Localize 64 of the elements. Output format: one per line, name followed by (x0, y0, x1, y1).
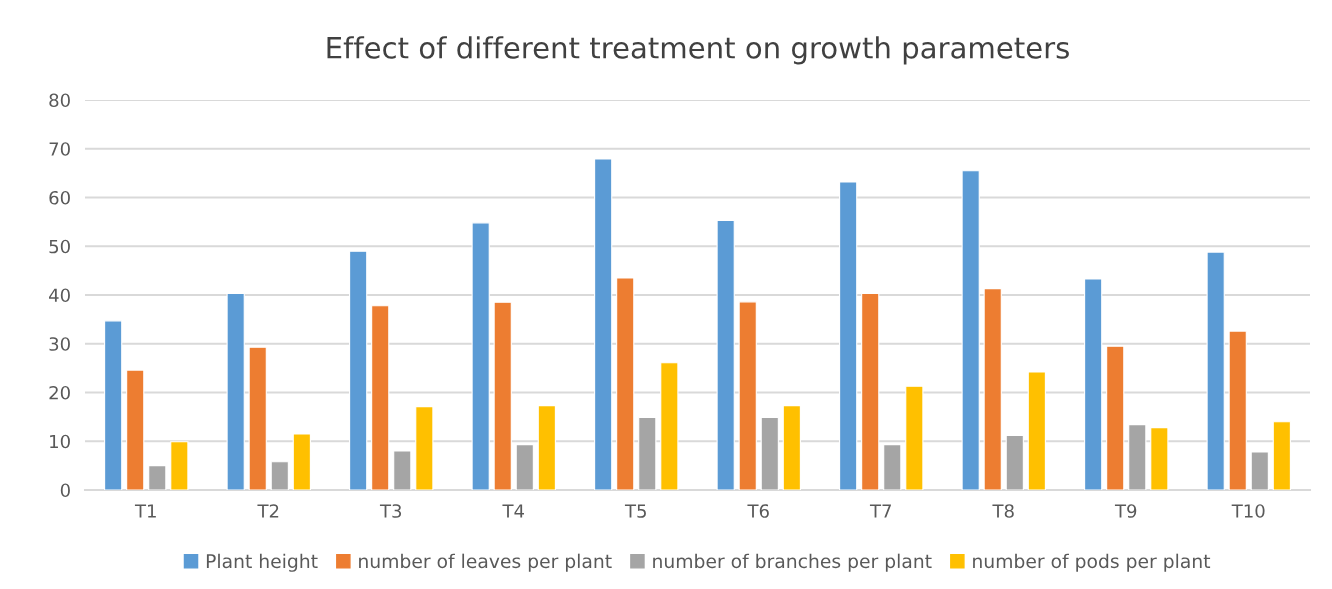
bar (839, 181, 858, 490)
bar (616, 277, 635, 490)
x-tick-label: T5 (624, 504, 646, 518)
bar (1206, 251, 1225, 490)
bar (292, 433, 311, 490)
x-tick-label: T4 (502, 504, 524, 518)
x-tick-label: T9 (1114, 504, 1137, 518)
bar (905, 385, 924, 490)
x-tick-label: T1 (134, 504, 156, 518)
bar (883, 444, 902, 490)
bar (393, 450, 412, 490)
y-tick-label: 10 (50, 434, 70, 449)
y-tick-label: 60 (49, 190, 70, 205)
bar (738, 301, 757, 490)
bar (861, 292, 880, 490)
bar (1150, 427, 1169, 490)
bar (594, 158, 613, 490)
y-tick-label: 40 (49, 288, 70, 303)
bar (983, 288, 1002, 490)
bar (1106, 345, 1125, 490)
legend-label: number of pods per plant (973, 553, 1211, 572)
x-tick-label: T2 (257, 504, 279, 518)
bar (660, 362, 679, 490)
bar (226, 292, 245, 490)
y-tick-label: 0 (60, 483, 70, 498)
bar (1005, 434, 1024, 490)
bar (471, 222, 490, 490)
bar (270, 461, 289, 490)
bar (371, 305, 390, 490)
x-tick-label: T6 (747, 504, 769, 518)
bar (716, 219, 735, 490)
bar (248, 346, 267, 490)
legend-label: Plant height (206, 553, 318, 572)
bar (638, 416, 657, 490)
bar (415, 406, 434, 490)
x-tick-label: T3 (379, 504, 402, 518)
legend-label: number of branches per plant (653, 553, 932, 572)
bar (493, 301, 512, 490)
x-tick-label: T10 (1231, 504, 1265, 518)
chart-title: Effect of different treatment on growth parameters (327, 36, 1069, 65)
bar (349, 250, 368, 490)
y-tick-label: 70 (49, 142, 70, 156)
bar (1027, 371, 1046, 490)
bar (170, 441, 189, 490)
y-tick-label: 50 (49, 239, 70, 254)
bar (961, 170, 980, 490)
y-tick-label: 20 (49, 385, 70, 400)
bar (1228, 330, 1247, 490)
legend-label: number of leaves per plant (359, 553, 612, 572)
bar (782, 405, 801, 490)
bar (126, 369, 145, 490)
y-tick-label: 80 (49, 93, 70, 108)
bar (1128, 424, 1147, 490)
bar (1272, 421, 1291, 490)
bar (148, 465, 167, 490)
bar (1084, 278, 1103, 490)
bar (1250, 451, 1269, 490)
x-tick-label: T8 (992, 504, 1014, 518)
bar (515, 444, 534, 490)
x-tick-label: T7 (869, 504, 891, 518)
bar (760, 416, 779, 490)
bar (537, 405, 556, 490)
bar (104, 320, 123, 490)
y-tick-label: 30 (49, 337, 70, 351)
